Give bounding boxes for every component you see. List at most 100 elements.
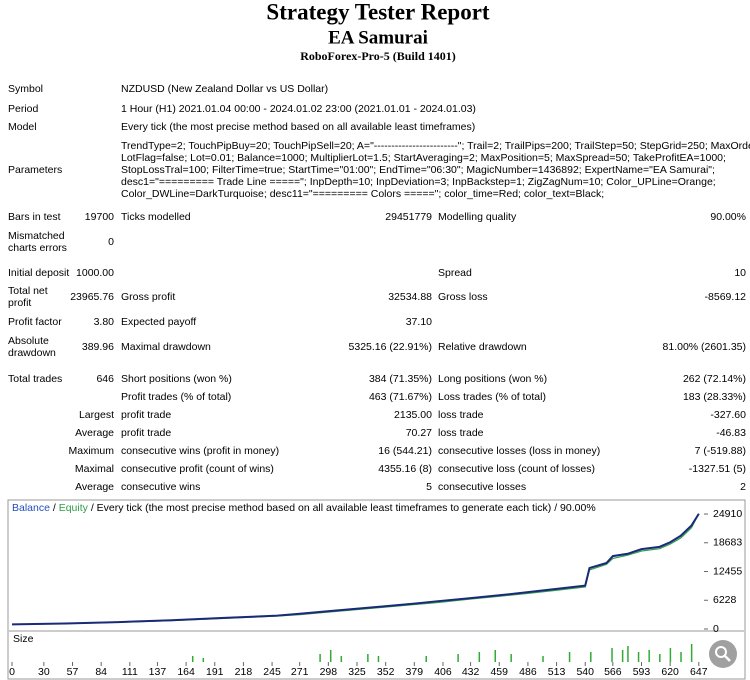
row-value: 0 (108, 236, 114, 248)
x-tick-label: 325 (348, 666, 366, 678)
row-label: Period (8, 103, 39, 115)
size-bar (621, 650, 624, 662)
x-tick-label: 593 (633, 666, 651, 678)
row-label: Maximum (68, 445, 114, 457)
row-label: Bars in test (8, 211, 61, 223)
size-bar (627, 646, 629, 662)
row-value: 1000.00 (76, 267, 114, 279)
size-bar (319, 654, 321, 662)
report-subtitle: EA Samurai (328, 27, 428, 48)
row-value: Color_DWLine=DarkTurquoise; desc11="====… (121, 188, 604, 200)
row-label: Total net (8, 285, 48, 297)
row-label: drawdown (8, 347, 56, 359)
row-value: 262 (72.14%) (683, 373, 746, 385)
x-tick-label: 647 (690, 666, 708, 678)
row-label: consecutive loss (count of losses) (438, 463, 595, 475)
row-value: Every tick (the most precise method base… (121, 121, 475, 133)
row-value: 2135.00 (394, 409, 432, 421)
x-tick-label: 540 (576, 666, 594, 678)
row-label: Initial deposit (8, 267, 69, 279)
row-value: desc1="========= Trade Line ====="; InpD… (121, 176, 716, 188)
size-bar (478, 652, 481, 662)
row-label: Absolute (8, 335, 49, 347)
size-title: Size (13, 633, 34, 645)
size-bar (202, 658, 205, 662)
row-label: Loss trades (% of total) (438, 391, 546, 403)
broker: RoboForex-Pro-5 (Build 1401) (300, 49, 456, 63)
size-bar (457, 654, 459, 662)
x-tick-label: 298 (320, 666, 338, 678)
x-tick-label: 352 (377, 666, 395, 678)
row-label: Gross profit (121, 291, 175, 303)
row-value: 37.10 (406, 316, 432, 328)
y-tick-label: 12455 (713, 565, 742, 577)
row-value: 23965.76 (70, 291, 114, 303)
x-tick-label: 513 (548, 666, 566, 678)
row-value: 32534.88 (388, 291, 432, 303)
row-label: charts errors (8, 242, 67, 254)
size-bar (669, 648, 672, 662)
legend-entry: Balance (12, 502, 50, 514)
row-label: consecutive losses (loss in money) (438, 445, 600, 457)
x-tick-label: 84 (95, 666, 107, 678)
row-label: consecutive wins (121, 481, 200, 493)
row-value: 2 (740, 481, 746, 493)
row-label: Maximal drawdown (121, 341, 211, 353)
x-tick-label: 0 (9, 666, 15, 678)
zoom-icon[interactable] (709, 640, 737, 668)
legend: Balance / Equity / Every tick (the most … (12, 502, 596, 514)
row-label: profit trade (121, 409, 171, 421)
row-label: Expected payoff (121, 316, 196, 328)
row-value: 19700 (85, 211, 114, 223)
row-value: NZDUSD (New Zealand Dollar vs US Dollar) (121, 83, 328, 95)
row-label: Profit factor (8, 316, 62, 328)
row-label: Parameters (8, 164, 62, 176)
row-label: Mismatched (8, 230, 65, 242)
x-tick-label: 379 (406, 666, 424, 678)
row-label: Average (75, 481, 114, 493)
y-tick-label: 0 (713, 623, 719, 635)
size-bar (590, 652, 592, 662)
row-value: 29451779 (385, 211, 432, 223)
x-tick-label: 30 (38, 666, 50, 678)
size-bar (329, 650, 332, 662)
row-value: 646 (96, 373, 114, 385)
x-tick-label: 164 (177, 666, 195, 678)
row-label: Gross loss (438, 291, 488, 303)
row-value: 183 (28.33%) (683, 391, 746, 403)
size-bar (367, 654, 369, 662)
size-bar (637, 652, 640, 662)
x-tick-label: 57 (67, 666, 79, 678)
size-bar (425, 656, 427, 662)
row-label: Ticks modelled (121, 211, 191, 223)
row-value: StopLossTral=100; FilterTime=true; Start… (121, 164, 715, 176)
legend-entry: Equity (59, 502, 89, 514)
row-value: 10 (734, 267, 746, 279)
row-label: Total trades (8, 373, 62, 385)
size-bar (542, 656, 544, 662)
row-label: Long positions (won %) (438, 373, 547, 385)
x-tick-label: 218 (235, 666, 253, 678)
x-tick-label: 459 (490, 666, 508, 678)
row-label: Profit trades (% of total) (121, 391, 231, 403)
row-value: 4355.16 (8) (378, 463, 432, 475)
row-value: 5 (426, 481, 432, 493)
row-value: LotFlag=false; Lot=0.01; Balance=1000; M… (121, 152, 726, 164)
row-value: 7 (-519.88) (695, 445, 746, 457)
x-tick-label: 566 (604, 666, 622, 678)
row-label: Model (8, 121, 37, 133)
x-tick-label: 432 (462, 666, 480, 678)
row-label: consecutive profit (count of wins) (121, 463, 274, 475)
row-value: 463 (71.67%) (369, 391, 432, 403)
row-value: 389.96 (82, 341, 114, 353)
size-bar (377, 656, 380, 662)
row-value: 5325.16 (22.91%) (349, 341, 432, 353)
size-bar (611, 648, 613, 662)
x-tick-label: 271 (291, 666, 309, 678)
size-bar (659, 654, 661, 662)
row-value: -8569.12 (705, 291, 747, 303)
row-value: -1327.51 (5) (689, 463, 746, 475)
row-value: -327.60 (710, 409, 746, 421)
